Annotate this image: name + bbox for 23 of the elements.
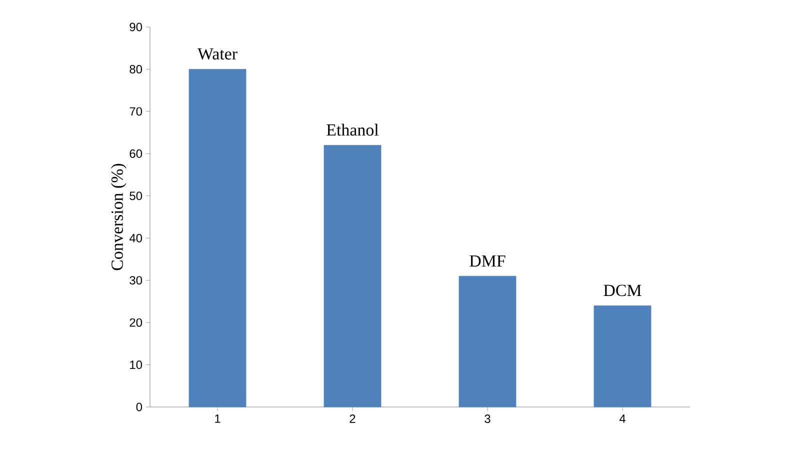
y-tick-label: 80 [130, 64, 142, 74]
x-tick-label: 2 [350, 414, 356, 423]
y-tick-label: 30 [130, 276, 142, 285]
bar [188, 69, 246, 408]
bar [458, 276, 516, 408]
y-tick-label: 20 [130, 318, 142, 327]
annotation: DMF [470, 255, 506, 267]
annotation: Ethanol [326, 124, 379, 136]
y-axis-title: Conversion (%) [110, 164, 126, 270]
y-tick-label: 10 [130, 360, 142, 369]
x-tick-label: 1 [215, 414, 220, 423]
y-tick-label: 60 [130, 149, 142, 158]
annotation: DCM [604, 284, 642, 296]
bar [594, 305, 652, 408]
x-tick-label: 3 [484, 414, 490, 423]
x-tick-label: 4 [619, 414, 626, 423]
y-tick-label: 70 [130, 107, 142, 116]
y-tick-label: 90 [130, 22, 142, 32]
y-tick-label: 40 [129, 234, 142, 242]
y-tick-label: 0 [136, 402, 142, 412]
annotation: Water [198, 48, 238, 60]
y-tick-label: 50 [130, 192, 142, 200]
bar [324, 145, 382, 408]
